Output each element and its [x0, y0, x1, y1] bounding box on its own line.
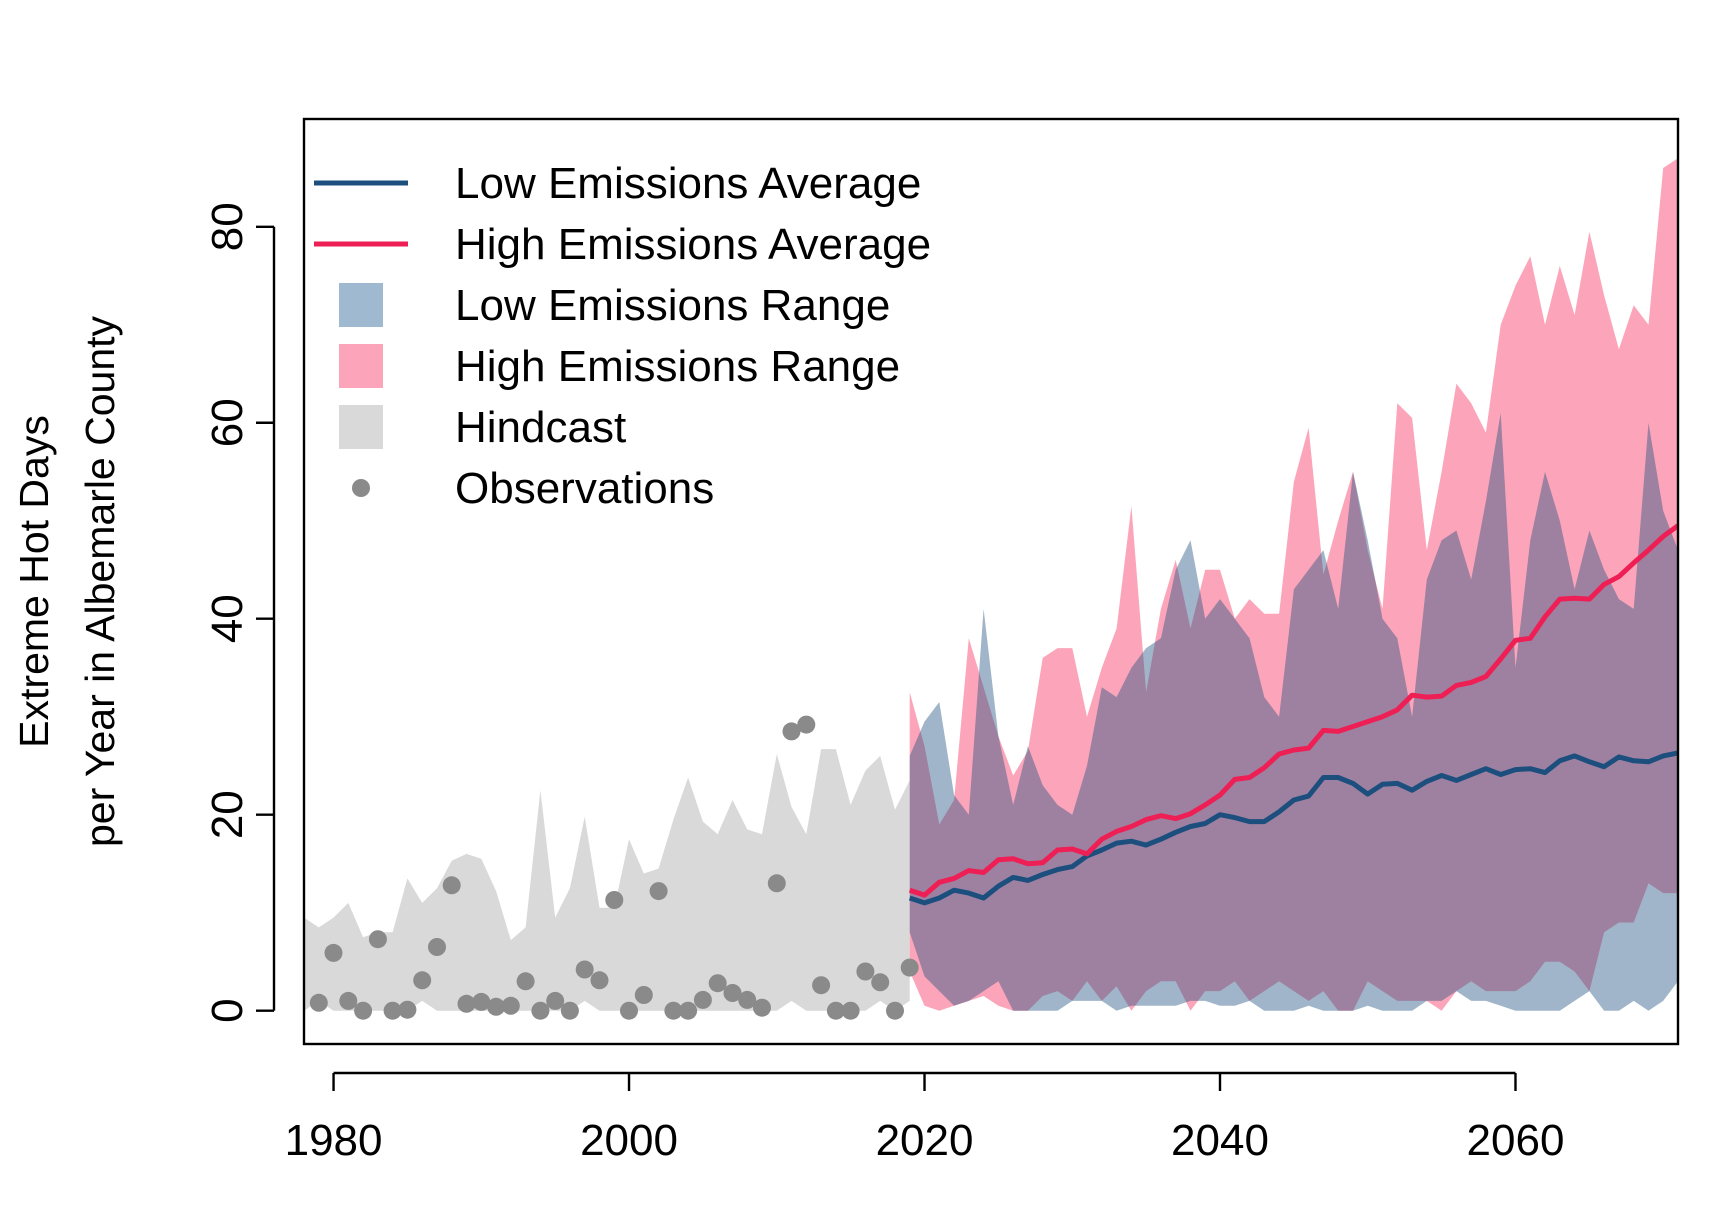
plot-area	[304, 158, 1678, 1020]
y-tick-label: 0	[203, 998, 252, 1022]
observation-point	[487, 997, 506, 1016]
x-tick-label: 2040	[1171, 1116, 1269, 1165]
observation-point	[605, 891, 624, 909]
observation-point	[767, 874, 786, 893]
y-axis-title: Extreme Hot Days per Year in Albemarle Co…	[11, 315, 123, 847]
observation-point	[753, 998, 771, 1017]
y-axis-title-line: per Year in Albemarle County	[77, 315, 123, 847]
observation-point	[871, 973, 890, 992]
observation-point	[708, 974, 727, 993]
observation-point	[856, 962, 875, 981]
x-tick-label: 2000	[580, 1116, 678, 1165]
observation-point	[560, 1001, 579, 1020]
observation-point	[383, 1001, 402, 1020]
legend-label: High Emissions Average	[455, 220, 931, 269]
observation-point	[590, 971, 609, 990]
observation-point	[442, 876, 461, 895]
observation-point	[531, 1001, 550, 1020]
observation-point	[812, 976, 831, 995]
observation-point	[679, 1001, 698, 1020]
observation-point	[472, 992, 491, 1011]
observation-point	[664, 1001, 683, 1020]
observation-point	[782, 722, 801, 741]
x-tick-label: 2020	[876, 1116, 974, 1165]
plot-frame	[302, 117, 1680, 1046]
y-axis-title-line: Extreme Hot Days	[11, 415, 57, 748]
observation-point	[738, 990, 757, 1009]
high-emissions-range-band	[909, 158, 1678, 1011]
observation-point	[368, 930, 387, 949]
observation-point	[428, 938, 446, 956]
low-emissions-average-line	[908, 750, 1678, 906]
observation-point	[324, 943, 343, 962]
legend: Low Emissions Average High Emissions Aver…	[314, 159, 931, 513]
y-tick-label: 80	[203, 202, 252, 251]
legend-label: High Emissions Range	[455, 342, 900, 391]
y-tick-label: 40	[203, 594, 252, 643]
observation-point	[886, 1001, 904, 1020]
observation-point	[354, 1001, 373, 1020]
y-axis: 0 20 40 60 80	[203, 202, 276, 1023]
legend-point-swatch	[352, 479, 370, 497]
legend-box-swatch	[339, 344, 383, 388]
observation-point	[309, 993, 328, 1012]
observation-point	[516, 972, 535, 991]
observation-point	[501, 996, 520, 1015]
observation-point	[546, 991, 565, 1010]
observation-point	[723, 984, 742, 1002]
high-emissions-average-line	[908, 523, 1678, 898]
observation-point	[398, 1000, 417, 1019]
observation-point	[634, 986, 653, 1004]
observation-point	[826, 1001, 845, 1020]
hindcast-band	[304, 749, 910, 1011]
y-tick-label: 20	[203, 790, 252, 839]
observation-point	[900, 958, 919, 977]
observation-point	[841, 1001, 860, 1020]
observation-point	[649, 882, 668, 901]
observation-point	[797, 715, 816, 734]
observation-point	[693, 990, 712, 1009]
x-axis: 1980 2000 2020 2040 2060	[285, 1071, 1565, 1165]
legend-label: Low Emissions Range	[455, 281, 890, 330]
observation-point	[339, 991, 358, 1010]
legend-label: Observations	[455, 464, 714, 513]
legend-box-swatch	[339, 405, 383, 449]
observation-point	[413, 971, 432, 990]
low-emissions-range-band	[909, 413, 1678, 1011]
observation-point	[575, 960, 594, 979]
legend-label: Low Emissions Average	[455, 159, 921, 208]
x-tick-label: 1980	[285, 1116, 383, 1165]
x-tick-label: 2060	[1467, 1116, 1565, 1165]
legend-label: Hindcast	[455, 403, 626, 452]
observation-point	[620, 1001, 638, 1020]
observation-point	[457, 994, 476, 1013]
legend-box-swatch	[339, 283, 383, 327]
y-tick-label: 60	[203, 398, 252, 447]
